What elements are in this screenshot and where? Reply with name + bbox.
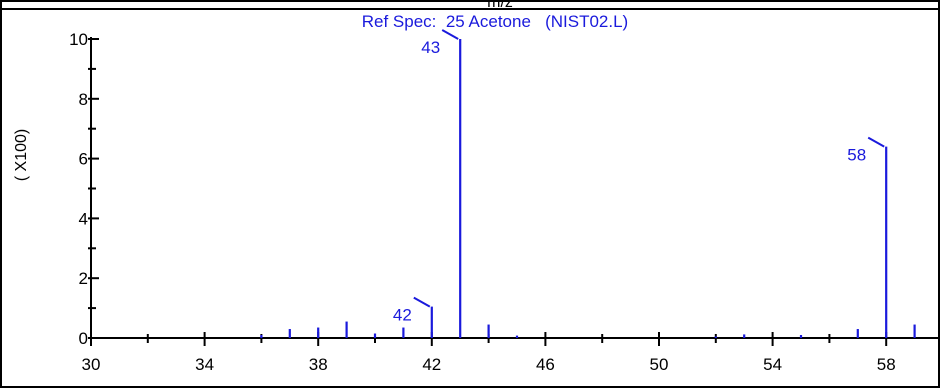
x-tick-label: 38 [309, 355, 328, 374]
y-tick-label: 6 [79, 150, 88, 169]
peak-labels: 42 43 58 [393, 29, 885, 325]
x-tick-label: 58 [877, 355, 896, 374]
x-tick-label: 42 [422, 355, 441, 374]
y-axis-label: ( X100) [13, 129, 30, 181]
y-tick-label: 2 [79, 269, 88, 288]
y-tick-label: 0 [79, 329, 88, 348]
x-tick-label: 46 [536, 355, 555, 374]
x-tick-label: 54 [763, 355, 782, 374]
y-tick-label: 4 [79, 209, 88, 228]
peak-label-leader [867, 136, 885, 148]
peak-label-43: 43 [421, 38, 440, 57]
peak-label-58: 58 [847, 146, 866, 165]
x-tick-label: 34 [195, 355, 214, 374]
y-tick-label: 10 [69, 30, 88, 49]
chart-title: Ref Spec: 25 Acetone (NIST02.L) [362, 12, 628, 31]
peak-label-42: 42 [393, 306, 412, 325]
peak-label-leader [441, 29, 459, 40]
top-axis-label: m/z [487, 0, 513, 11]
x-tick-label: 50 [650, 355, 669, 374]
x-tick-label: 30 [82, 355, 101, 374]
y-tick-label: 8 [79, 90, 88, 109]
peaks [260, 39, 916, 338]
peak-label-leader [413, 296, 431, 308]
